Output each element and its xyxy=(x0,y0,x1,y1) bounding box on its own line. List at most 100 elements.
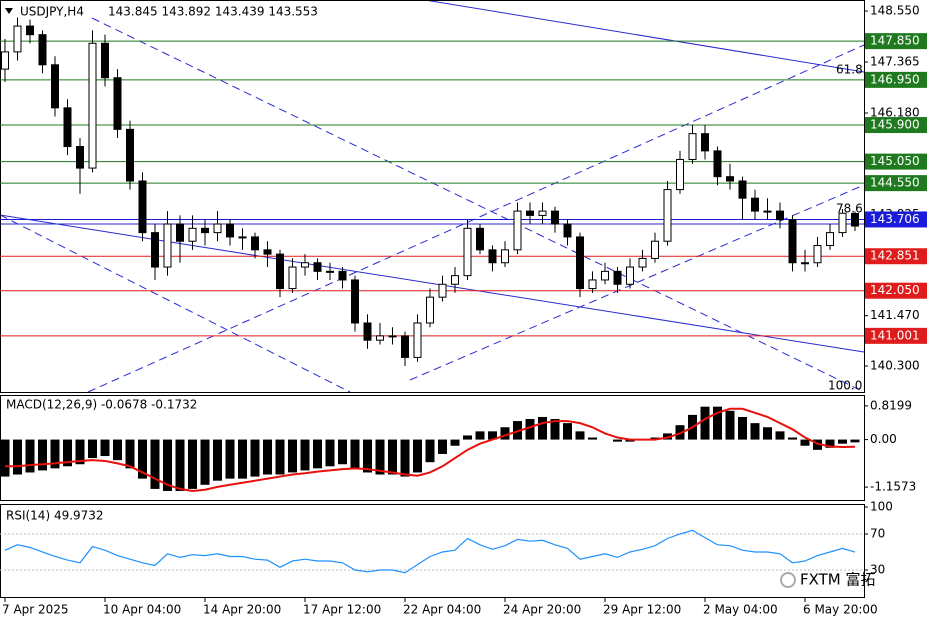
candle-body xyxy=(751,197,759,212)
candle-body xyxy=(251,236,259,251)
macd-bar xyxy=(825,439,835,448)
candle-body xyxy=(401,335,409,358)
macd-bar xyxy=(700,406,710,440)
macd-bar xyxy=(838,439,847,444)
macd-bar xyxy=(13,439,22,475)
macd-bar xyxy=(150,439,160,489)
candle-body xyxy=(801,262,809,265)
macd-bar xyxy=(563,423,572,440)
candle-body xyxy=(451,275,459,285)
macd-bar xyxy=(313,439,322,469)
candle-body xyxy=(151,232,159,268)
macd-bar xyxy=(438,439,447,454)
macd-bar xyxy=(125,439,135,469)
macd-bar xyxy=(463,435,472,440)
candle-body xyxy=(601,270,609,281)
level-label: 144.550 xyxy=(870,176,920,190)
x-tick-label: 10 Apr 04:00 xyxy=(103,603,181,617)
macd-bar xyxy=(350,439,360,469)
macd-bar xyxy=(475,431,485,440)
macd-bar xyxy=(575,431,585,440)
macd-bar xyxy=(275,439,285,475)
macd-bar xyxy=(650,437,660,440)
candle-body xyxy=(676,158,684,191)
x-tick-label: 7 Apr 2025 xyxy=(2,603,69,617)
candle-body xyxy=(413,322,422,358)
macd-bar xyxy=(388,439,397,475)
candle-body xyxy=(651,240,659,259)
candle-body xyxy=(213,223,222,234)
candle-body xyxy=(51,64,59,109)
candle-body xyxy=(463,227,472,277)
y-tick-label: 0.00 xyxy=(870,432,897,446)
y-tick-label: 146.180 xyxy=(870,105,920,119)
candle-body xyxy=(638,257,647,268)
y-tick-label: 70 xyxy=(870,526,885,540)
candle-body xyxy=(738,180,747,199)
level-label: 145.900 xyxy=(870,118,920,132)
x-tick-label: 29 Apr 12:00 xyxy=(603,603,681,617)
candle-body xyxy=(426,296,434,324)
x-tick-label: 14 Apr 20:00 xyxy=(203,603,281,617)
candle-body xyxy=(288,266,297,290)
symbol: USDJPY,H4 xyxy=(20,5,84,19)
macd-bar xyxy=(763,427,772,440)
macd-bar xyxy=(375,439,385,475)
candle-body xyxy=(388,335,397,338)
macd-bar xyxy=(163,439,172,491)
trend-line xyxy=(424,0,865,73)
candle-body xyxy=(726,176,734,182)
candle-body xyxy=(338,270,347,281)
y-tick-label: 140.300 xyxy=(870,359,920,373)
fib-label: 61.8 xyxy=(836,63,863,77)
candle-body xyxy=(38,34,47,66)
candle-body xyxy=(1,51,9,70)
level-tag xyxy=(865,117,927,134)
candle-body xyxy=(551,210,559,225)
y-tick-label: 30 xyxy=(870,562,885,576)
macd-bar xyxy=(250,439,260,477)
menu-arrow[interactable] xyxy=(5,8,13,14)
candle-body xyxy=(176,223,184,242)
watermark: FXTM 富拓 xyxy=(800,571,876,589)
rsi-title: RSI(14) 49.9732 xyxy=(6,509,104,523)
y-tick-label: -1.1573 xyxy=(870,480,916,494)
level-tag xyxy=(865,175,927,192)
candle-body xyxy=(788,219,797,264)
fib-label: 100.0 xyxy=(828,379,862,393)
level-label: 147.850 xyxy=(870,34,920,48)
macd-bar xyxy=(175,439,185,491)
macd-bar xyxy=(850,439,860,443)
macd-bar xyxy=(88,439,97,459)
x-tick-label: 6 May 20:00 xyxy=(803,603,878,617)
candle-body xyxy=(763,210,772,213)
macd-bar xyxy=(138,439,147,479)
candle-body xyxy=(313,262,322,272)
macd-bar xyxy=(775,431,785,440)
macd-bar xyxy=(25,439,35,473)
macd-bar xyxy=(713,406,722,440)
trend-line xyxy=(87,44,865,393)
macd-bar xyxy=(800,439,810,446)
candle-body xyxy=(113,77,122,130)
macd-bar xyxy=(425,439,435,463)
trend-line xyxy=(409,184,865,381)
macd-bar xyxy=(238,439,247,479)
candle-body xyxy=(838,212,847,234)
candle-body xyxy=(476,227,484,251)
level-tag xyxy=(865,282,927,299)
y-tick-label: 0.8199 xyxy=(870,398,912,412)
candle-body xyxy=(101,42,109,79)
macd-bar xyxy=(450,439,460,446)
candle-body xyxy=(238,236,247,239)
macd-bar xyxy=(325,439,335,467)
x-tick-label: 22 Apr 04:00 xyxy=(403,603,481,617)
x-tick-label: 2 May 04:00 xyxy=(703,603,778,617)
macd-bar xyxy=(788,437,797,440)
macd-bar xyxy=(488,431,497,440)
trend-lines xyxy=(0,0,865,393)
macd-bar xyxy=(613,439,622,442)
candle-body xyxy=(276,253,284,290)
candle-body xyxy=(588,279,597,290)
